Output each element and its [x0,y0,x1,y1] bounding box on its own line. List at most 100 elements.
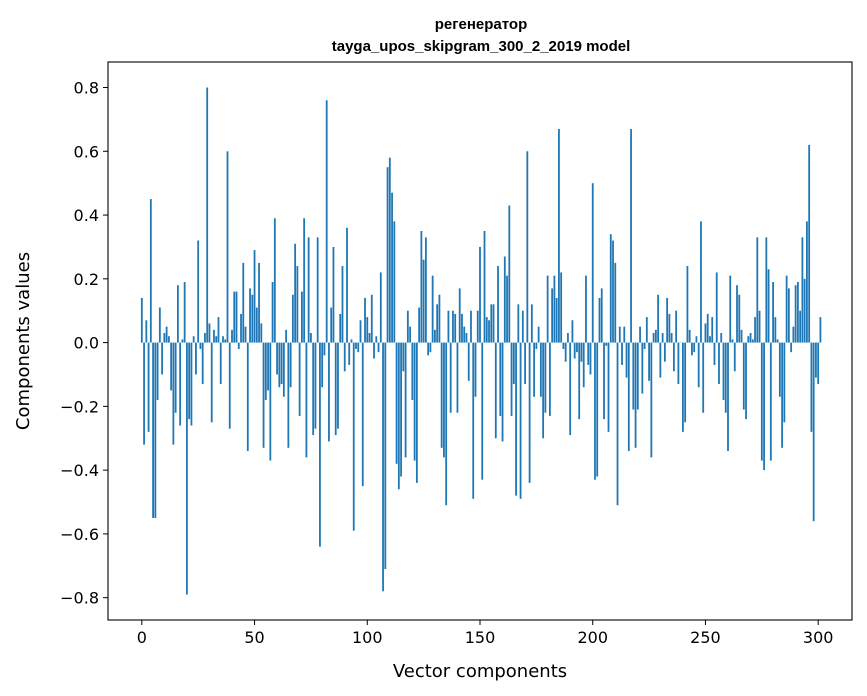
bar-301 [819,317,822,343]
bar-107 [382,342,384,592]
bar-21 [188,342,191,420]
x-tick-label: 250 [690,628,721,647]
bar-144 [465,333,468,343]
bar-33 [215,336,218,343]
bar-186 [560,272,563,343]
bar-211 [616,342,619,506]
bar-54 [262,342,265,448]
y-tick-label: 0.6 [74,142,99,161]
bar-245 [693,342,696,353]
bar-166 [515,342,517,496]
bar-250 [704,323,707,343]
bar-114 [397,342,400,490]
bar-234 [668,313,671,343]
bar-297 [810,342,813,432]
bar-85 [332,246,335,343]
bar-247 [697,342,700,388]
bar-75 [310,333,312,343]
bar-147 [472,342,475,499]
bar-137 [449,342,452,413]
bar-215 [625,342,628,378]
bar-56 [267,342,269,391]
bar-105 [377,342,380,353]
bar-80 [321,342,324,388]
bar-261 [729,275,732,343]
bar-146 [470,310,472,343]
bar-169 [521,310,524,343]
bar-77 [314,342,317,429]
bar-129 [431,275,434,343]
bar-160 [501,342,504,442]
bar-104 [375,336,378,343]
bar-289 [792,326,795,343]
bar-271 [751,339,754,343]
bar-16 [176,285,179,343]
bar-106 [379,272,382,343]
bar-35 [219,342,222,385]
bar-19 [183,282,186,343]
bar-42 [235,291,238,343]
bar-281 [774,317,777,343]
bar-195 [580,342,583,362]
x-tick-label: 300 [803,628,834,647]
bar-292 [799,310,802,343]
bar-185 [558,128,560,343]
y-tick-label: −0.4 [60,461,99,480]
bar-293 [801,237,804,343]
bar-4 [149,199,152,343]
bar-20 [186,342,188,595]
bar-256 [718,342,720,385]
bar-170 [524,342,526,385]
bar-181 [548,342,551,416]
bar-294 [803,278,806,343]
bar-168 [519,342,522,499]
bar-3 [147,342,150,432]
x-tick-label: 100 [352,628,383,647]
bar-145 [467,342,470,381]
bar-89 [341,266,344,343]
bar-138 [452,310,454,343]
bar-76 [312,342,315,436]
bar-43 [237,342,240,349]
bar-217 [630,128,632,343]
chart-title: регенератор [435,16,527,33]
bar-112 [393,221,396,343]
bar-206 [605,342,608,346]
bar-267 [742,342,745,410]
bar-298 [812,342,815,522]
bar-98 [361,342,364,487]
x-tick-label: 50 [244,628,264,647]
bar-219 [634,342,637,448]
bar-208 [609,234,612,343]
x-tick-label: 150 [465,628,496,647]
bar-157 [494,342,497,439]
bar-242 [686,266,689,343]
bar-53 [260,323,263,343]
bar-180 [546,275,549,343]
bar-266 [740,329,743,343]
bar-173 [530,304,533,343]
bar-228 [654,329,657,343]
bar-221 [639,326,641,343]
bar-187 [562,342,565,349]
bar-230 [659,342,662,378]
bar-284 [781,342,784,448]
bar-130 [434,329,436,343]
bar-172 [528,342,531,483]
bar-197 [585,275,587,343]
bar-44 [240,313,242,343]
y-tick-label: 0.4 [74,206,99,225]
bar-177 [539,342,542,397]
bar-159 [499,342,502,416]
bar-202 [596,342,599,477]
bar-73 [305,342,308,458]
bar-282 [776,339,779,343]
bar-203 [598,297,601,343]
bar-118 [406,310,409,343]
bar-268 [745,342,747,420]
bar-285 [783,342,786,423]
bar-149 [476,310,479,343]
bar-254 [713,342,716,365]
bar-30 [208,323,211,343]
bar-238 [677,342,680,385]
